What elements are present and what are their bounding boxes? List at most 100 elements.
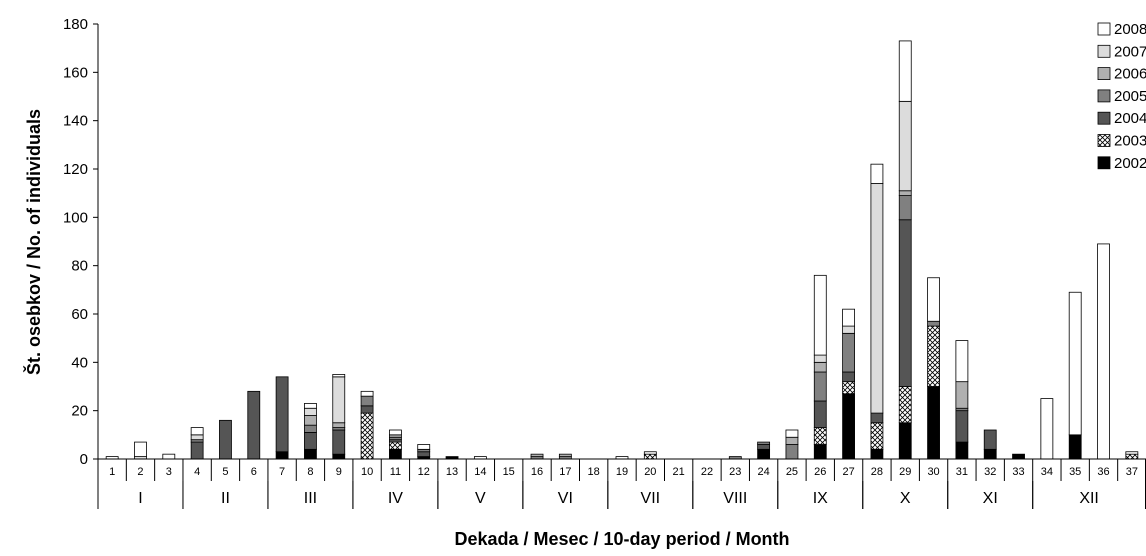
- bar-segment-2005: [842, 332, 855, 373]
- bar-segment-2005: [927, 320, 940, 327]
- bar-segment-2006: [813, 361, 827, 373]
- bar-segment-2004: [247, 390, 261, 460]
- month-label: I: [138, 490, 142, 507]
- month-label: III: [304, 490, 317, 507]
- bar-segment-2005: [304, 424, 317, 433]
- bar-segment-2004: [360, 405, 374, 414]
- period-label: 17: [559, 466, 571, 478]
- bar-segment-2003: [870, 422, 884, 450]
- bar-segment-2002: [389, 448, 402, 460]
- period-label: 35: [1069, 466, 1081, 478]
- bar-segment-2006: [558, 453, 572, 457]
- bar-segment-2008: [360, 390, 374, 397]
- bar-segment-2008: [842, 308, 855, 327]
- bar-segment-2002: [983, 448, 997, 460]
- bar-segment-2002: [757, 448, 771, 460]
- legend-swatch-2008: [1097, 22, 1111, 36]
- bar-segment-2008: [162, 453, 176, 460]
- y-tick-label: 140: [63, 113, 88, 130]
- legend-swatch-2005: [1097, 89, 1111, 103]
- period-label: 14: [474, 466, 486, 478]
- bar-segment-2006: [304, 415, 317, 426]
- period-label: 29: [899, 466, 911, 478]
- bar-segment-2003: [643, 453, 657, 460]
- month-label: XI: [983, 490, 998, 507]
- bar-segment-2004: [190, 441, 204, 460]
- bar-segment-2003: [360, 412, 374, 460]
- period-label: 8: [307, 466, 313, 478]
- bar-segment-2002: [304, 448, 317, 460]
- bar-segment-2007: [304, 407, 317, 416]
- period-label: 13: [446, 466, 458, 478]
- legend-swatch-2002: [1097, 156, 1111, 170]
- bar-segment-2006: [898, 190, 912, 196]
- bar-segment-2007: [842, 325, 855, 334]
- bar-segment-2002: [898, 422, 912, 460]
- bar-segment-2007: [870, 183, 884, 414]
- bar-segment-2002: [1068, 434, 1082, 460]
- legend: 2008 2007 2006 2005 2004 2003 2002: [1097, 21, 1146, 172]
- bar-segment-2008: [190, 427, 204, 436]
- bar-segment-2004: [417, 451, 431, 457]
- x-axis-title: Dekada / Mesec / 10-day period / Month: [454, 529, 789, 549]
- bar-segment-2005: [360, 395, 374, 407]
- period-label: 20: [644, 466, 656, 478]
- legend-label-2004: 2004: [1114, 110, 1146, 127]
- bar-segment-2004: [757, 444, 771, 450]
- legend-swatch-2007: [1097, 44, 1111, 58]
- period-label: 25: [786, 466, 798, 478]
- bar-segment-2008: [1068, 291, 1082, 436]
- bar-segment-2006: [332, 422, 346, 428]
- bar-segment-2008: [870, 163, 884, 184]
- bar-segment-2007: [813, 354, 827, 363]
- period-label: 15: [503, 466, 515, 478]
- y-tick-label: 60: [71, 306, 88, 323]
- period-label: 34: [1041, 466, 1053, 478]
- bar-segment-2004: [842, 371, 855, 383]
- bar-segment-2004: [813, 400, 827, 428]
- bar-segment-2008: [643, 451, 657, 455]
- month-label: IX: [813, 490, 828, 507]
- month-label: IV: [388, 490, 403, 507]
- bar-segment-2004: [870, 412, 884, 424]
- bar-segment-2007: [190, 434, 204, 441]
- y-axis: 0 20 40 60 80 100 120 140 160 180: [63, 16, 99, 468]
- bar-segment-2003: [927, 325, 940, 387]
- bar-segment-2008: [389, 429, 402, 436]
- bar-segment-2008: [304, 403, 317, 409]
- month-label: II: [221, 490, 230, 507]
- bar-segment-2004: [955, 410, 969, 443]
- bar-segment-2008: [927, 277, 940, 322]
- period-label: 32: [984, 466, 996, 478]
- bar-segment-2002: [275, 451, 289, 460]
- bar-segment-2006: [530, 453, 544, 457]
- bar-segment-2008: [1097, 243, 1110, 460]
- bar-segment-2005: [813, 371, 827, 402]
- bar-segment-2007: [898, 100, 912, 192]
- period-label: 31: [956, 466, 968, 478]
- period-label: 7: [279, 466, 285, 478]
- month-label: VII: [641, 490, 661, 507]
- period-label: 19: [616, 466, 628, 478]
- period-label: 9: [336, 466, 342, 478]
- month-label: X: [900, 490, 911, 507]
- month-label: VI: [558, 490, 573, 507]
- bar-segment-2007: [332, 376, 346, 424]
- bar-segment-2002: [870, 448, 884, 460]
- legend-swatch-2003: [1097, 134, 1111, 147]
- month-label: V: [475, 490, 486, 507]
- period-label: 16: [531, 466, 543, 478]
- y-tick-label: 180: [63, 16, 88, 33]
- y-tick-label: 20: [71, 403, 88, 420]
- month-label: XII: [1079, 490, 1099, 507]
- period-label: 27: [842, 466, 854, 478]
- bar-segment-2008: [1125, 451, 1139, 455]
- period-label: 30: [927, 466, 939, 478]
- month-label: VIII: [723, 490, 747, 507]
- bars: [105, 40, 1139, 460]
- period-label: 28: [871, 466, 883, 478]
- legend-swatch-2006: [1097, 67, 1111, 80]
- period-label: 33: [1012, 466, 1024, 478]
- period-label: 36: [1097, 466, 1109, 478]
